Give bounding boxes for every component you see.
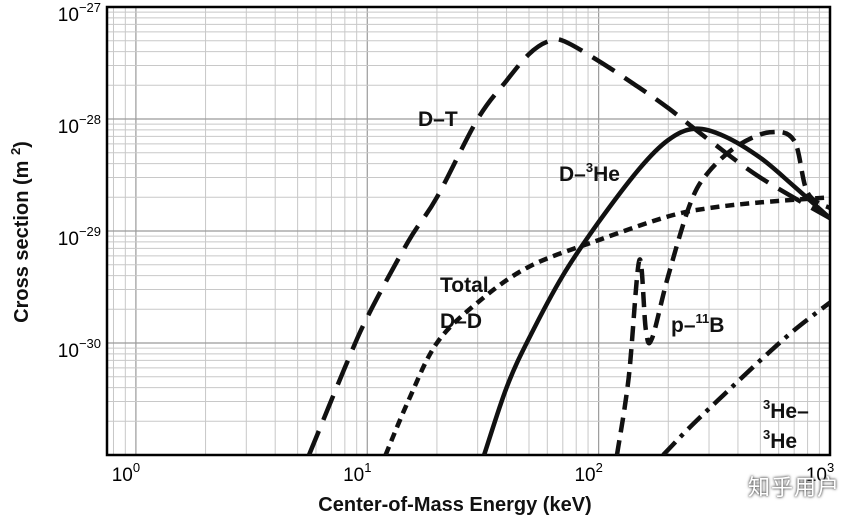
annotation-dt: D–T [418, 108, 458, 131]
x-tick-label: 100 [112, 460, 140, 486]
y-tick-label: 10−27 [58, 0, 101, 26]
watermark: 知乎用户 [747, 476, 840, 501]
y-tick-label: 10−29 [58, 224, 101, 250]
series-line-3 [614, 129, 830, 455]
series-line-1 [481, 126, 830, 455]
series-line-2 [383, 195, 830, 455]
x-tick-label: 101 [343, 460, 371, 486]
annotation-p11b: p–11B [671, 311, 724, 337]
series-layer [306, 36, 830, 455]
annotation-d3he: D–3He [559, 160, 620, 186]
series-line-0 [306, 36, 830, 455]
x-tick-labels: 100 101 102 103 [112, 460, 834, 486]
annotation-3he-a: 3He– [763, 397, 809, 423]
x-tick-label: 103 [806, 460, 834, 486]
annotation-3he-b: 3He [763, 427, 797, 453]
y-tick-label: 10−28 [58, 112, 101, 138]
grid [107, 7, 830, 455]
series-line-4 [661, 300, 830, 455]
annotation-total: Total [440, 274, 489, 297]
y-tick-labels: 10−27 10−28 10−29 10−30 [58, 0, 101, 362]
annotation-dd: D–D [440, 310, 482, 333]
y-axis-title: Cross section (m 2) [8, 141, 33, 323]
x-axis-title: Center-of-Mass Energy (keV) [318, 494, 591, 516]
x-tick-label: 102 [574, 460, 602, 486]
y-tick-label: 10−30 [58, 336, 101, 362]
plot-frame [105, 5, 832, 457]
